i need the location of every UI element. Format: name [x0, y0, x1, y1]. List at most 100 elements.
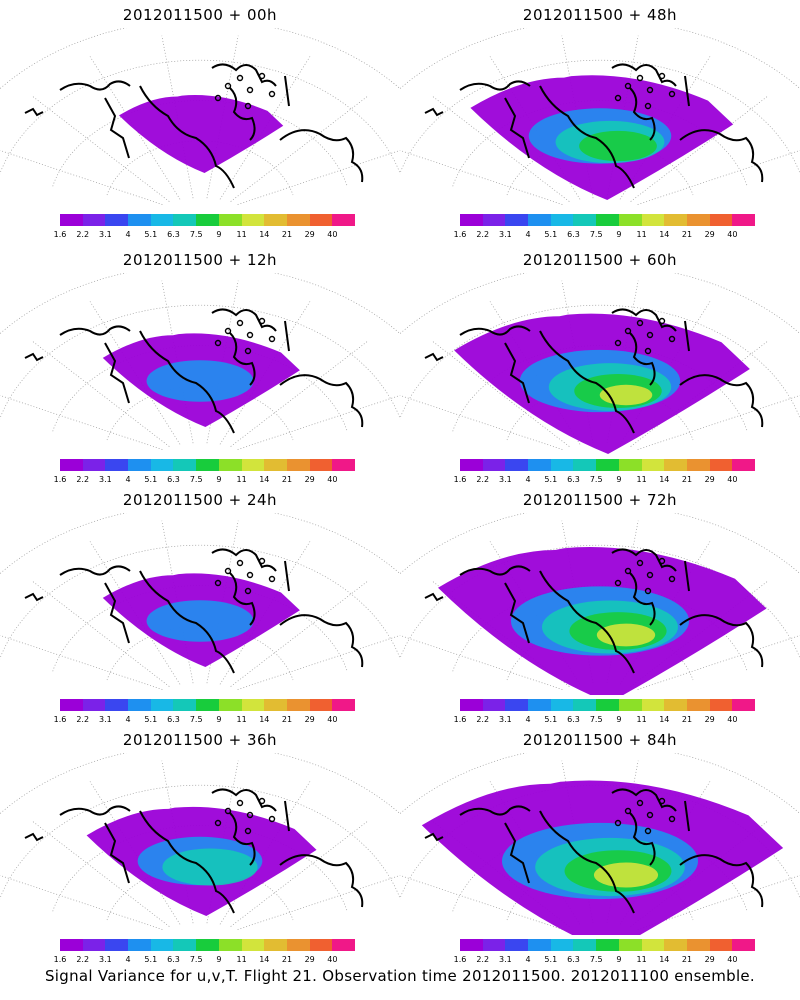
- variance-field: [470, 75, 734, 200]
- panel-12h: 2012011500 + 12h 1.6 2.2 3.1 4 5.1 6.3 7.5 9 11 1…: [0, 245, 400, 485]
- colorbar-tick-label: 6.3: [567, 475, 580, 484]
- colorbar-swatch: [460, 939, 483, 951]
- colorbar-tick-label: 2.2: [76, 475, 90, 484]
- polar-map: [400, 753, 800, 935]
- colorbar-tick-label: 5.1: [144, 230, 158, 239]
- colorbar-tick-label: 14: [659, 955, 670, 964]
- colorbar-swatch: [264, 939, 287, 951]
- colorbar-tick-label: 3.1: [99, 230, 112, 239]
- colorbar-tick-label: 4: [525, 715, 531, 724]
- colorbar-swatch: [196, 214, 219, 226]
- panel-title: 2012011500 + 84h: [522, 731, 678, 749]
- colorbar-tick-label: 6.3: [167, 475, 180, 484]
- panel-title: 2012011500 + 72h: [522, 491, 678, 509]
- colorbar-swatch: [286, 214, 310, 226]
- colorbar-swatch: [550, 939, 574, 951]
- colorbar-tick-label: 7.5: [589, 475, 603, 484]
- variance-field: [421, 780, 784, 935]
- island-outline: [246, 571, 254, 579]
- colorbar-swatch: [105, 459, 129, 471]
- colorbar-tick-label: 29: [704, 955, 715, 964]
- colorbar-tick-label: 3.1: [499, 475, 512, 484]
- panel-title: 2012011500 + 36h: [122, 731, 278, 749]
- panel-84h: 2012011500 + 84h 1.6 2.2 3.1 4 5.1 6.3 7.5 9 11 1…: [400, 725, 800, 965]
- island-outline: [244, 587, 252, 595]
- island-outline: [668, 815, 676, 823]
- colorbar-swatch: [150, 939, 174, 951]
- colorbar-tick-label: 21: [681, 230, 693, 239]
- colorbar-tick-label: 11: [236, 475, 247, 484]
- colorbar-swatch: [241, 459, 265, 471]
- island-outline: [224, 567, 232, 575]
- colorbar-swatch: [309, 939, 333, 951]
- colorbar-tick-label: 21: [281, 230, 293, 239]
- colorbar-tick-label: 4: [525, 230, 531, 239]
- colorbar: [60, 939, 355, 951]
- colorbar-tick-label: 3.1: [99, 715, 112, 724]
- colorbar-swatch: [460, 459, 483, 471]
- island-outline: [668, 90, 676, 98]
- panel-48h: 2012011500 + 48h 1.6 2.2 3.1 4 5.1 6.3 7.5 9 11 1…: [400, 0, 800, 240]
- colorbar-tick-label: 29: [304, 230, 315, 239]
- colorbar-swatch: [460, 214, 483, 226]
- colorbar-swatch: [218, 939, 242, 951]
- colorbar-swatch: [732, 939, 755, 951]
- colorbar-tick-label: 6.3: [167, 715, 180, 724]
- colorbar-tick-label: 3.1: [499, 955, 512, 964]
- colorbar-tick-label: 5.1: [144, 715, 158, 724]
- island-outline: [646, 86, 654, 94]
- colorbar-tick-label: 6.3: [167, 230, 180, 239]
- island-outline: [614, 94, 622, 102]
- colorbar-tick-label: 11: [636, 715, 647, 724]
- colorbar-tick-label: 21: [281, 715, 293, 724]
- colorbar-swatch: [505, 699, 529, 711]
- colorbar-swatch: [332, 939, 355, 951]
- island-outline: [614, 819, 622, 827]
- island-outline: [624, 807, 632, 815]
- coastline: [424, 63, 764, 189]
- colorbar-swatch: [82, 939, 106, 951]
- colorbar-swatch: [505, 214, 529, 226]
- colorbar-tick-label: 29: [704, 230, 715, 239]
- colorbar-swatch: [709, 699, 733, 711]
- colorbar-tick-label: 14: [259, 230, 270, 239]
- colorbar: [60, 699, 355, 711]
- colorbar-labels: 1.6 2.2 3.1 4 5.1 6.3 7.5 9 11 14 21 29 40: [454, 715, 760, 725]
- island-outline: [236, 799, 244, 807]
- colorbar-swatch: [60, 939, 83, 951]
- colorbar-tick-label: 4: [125, 955, 131, 964]
- colorbar-swatch: [618, 459, 642, 471]
- colorbar-tick-label: 3.1: [99, 475, 112, 484]
- island-outline: [214, 819, 222, 827]
- panel-36h: 2012011500 + 36h 1.6 2.2 3.1 4 5.1 6.3 7.5 9 11 1…: [0, 725, 400, 965]
- colorbar-swatch: [641, 459, 665, 471]
- island-outline: [268, 90, 276, 98]
- colorbar-swatch: [173, 459, 197, 471]
- colorbar-tick-label: 6.3: [567, 955, 580, 964]
- colorbar-swatch: [150, 699, 174, 711]
- island-outline: [244, 827, 252, 835]
- colorbar-swatch: [309, 214, 333, 226]
- island-outline: [644, 102, 652, 110]
- colorbar-swatch: [286, 459, 310, 471]
- colorbar-tick-label: 5.1: [544, 475, 558, 484]
- colorbar: [460, 214, 755, 226]
- colorbar-tick-label: 11: [236, 955, 247, 964]
- colorbar-swatch: [686, 459, 710, 471]
- colorbar-swatch: [264, 214, 287, 226]
- colorbar-tick-label: 14: [659, 475, 670, 484]
- colorbar-swatch: [173, 699, 197, 711]
- colorbar-swatch: [573, 699, 597, 711]
- island-outline: [614, 339, 622, 347]
- island-outline: [214, 94, 222, 102]
- colorbar-swatch: [709, 214, 733, 226]
- colorbar-tick-label: 2.2: [476, 955, 490, 964]
- colorbar-tick-label: 5.1: [544, 955, 558, 964]
- colorbar-swatch: [241, 939, 265, 951]
- colorbar-tick-label: 1.6: [453, 475, 467, 484]
- island-outline: [636, 319, 644, 327]
- island-outline: [624, 327, 632, 335]
- colorbar-swatch: [618, 699, 642, 711]
- polar-map: [0, 513, 400, 690]
- colorbar-swatch: [460, 699, 483, 711]
